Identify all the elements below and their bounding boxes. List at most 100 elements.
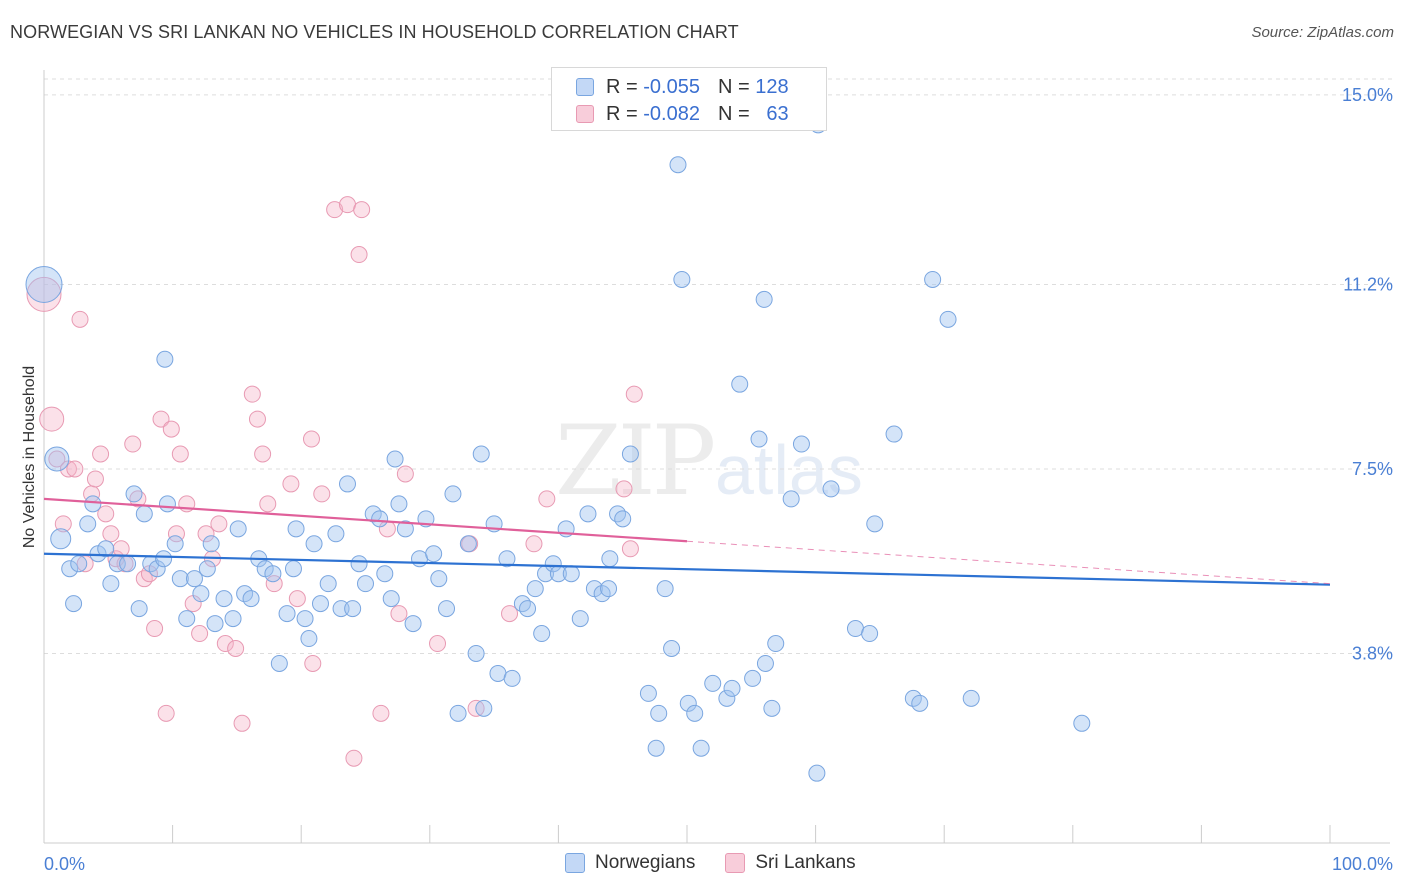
norwegian-point [962, 689, 980, 707]
sri-lankan-point [259, 495, 277, 513]
sri-lankan-point [538, 490, 556, 508]
sri-lankan-point [248, 410, 266, 428]
gridlines [44, 78, 1392, 654]
norwegian-point [846, 620, 864, 638]
sri-lankan-point [39, 406, 65, 432]
norwegian-point [939, 310, 957, 328]
legend-item-sri-lankans[interactable]: Sri Lankans [725, 852, 856, 874]
norwegian-point [332, 600, 350, 618]
norwegian-point [756, 654, 774, 672]
x-tick-label: 0.0% [44, 854, 85, 874]
sri-lankan-point [288, 590, 306, 608]
norwegian-point [270, 654, 288, 672]
sri-lankan-point [97, 505, 115, 523]
sri-lankan-point [525, 535, 543, 553]
norwegian-point [350, 555, 368, 573]
norwegian-point [376, 565, 394, 583]
norwegian-point [723, 679, 741, 697]
norwegian-point [718, 689, 736, 707]
norwegian-point [229, 520, 247, 538]
norwegian-point [1073, 714, 1091, 732]
sri-lankan-point [501, 605, 519, 623]
stats-legend: R = -0.055 N = 128 R = -0.082 N = 63 [551, 67, 827, 131]
axes [43, 70, 1390, 844]
sri-lankan-point [243, 385, 261, 403]
legend-n-label: N = [717, 102, 750, 125]
legend-swatch-norwegians [576, 78, 594, 96]
legend-r-value: -0.082 [643, 102, 700, 125]
norwegian-point [135, 505, 153, 523]
norwegian-point [430, 570, 448, 588]
norwegian-point [155, 550, 173, 568]
sri-lankan-point [254, 445, 272, 463]
y-tick-label: 15.0% [1342, 85, 1393, 105]
sri-lankan-point [326, 201, 344, 219]
norwegian-point [25, 265, 63, 303]
norwegian-point [663, 640, 681, 658]
norwegian-point [50, 528, 72, 550]
sri-lankan-point [102, 525, 120, 543]
sri-lankan-point [625, 385, 643, 403]
norwegian-point [357, 575, 374, 593]
norwegian-point [911, 694, 929, 712]
sri-lankan-point [615, 480, 633, 498]
watermark-zip: ZIP [555, 405, 716, 517]
norwegian-point [767, 635, 785, 653]
norwegian-point [156, 350, 174, 368]
norwegian-point [647, 739, 665, 757]
norwegian-point [404, 615, 422, 633]
norwegian-point [533, 625, 551, 643]
norwegian-point [472, 445, 490, 463]
norwegian-point [438, 600, 456, 618]
norwegian-point [119, 555, 137, 573]
sri-lankan-point [227, 640, 245, 658]
norwegian-point [338, 475, 356, 493]
tick-labels: 3.8% 7.5% 11.2% 15.0% 0.0% 100.0% [44, 85, 1393, 874]
norwegian-point [185, 570, 203, 588]
sri-lankan-point [338, 196, 356, 214]
sri-lankan-point [313, 485, 331, 503]
sri-lankan-point [233, 714, 251, 732]
norwegian-point [579, 505, 597, 523]
y-axis-label: No Vehicles in Household [21, 366, 38, 548]
norwegian-point [382, 590, 400, 608]
norwegian-point [467, 644, 485, 662]
sri-lankan-point [92, 445, 110, 463]
norwegian-point [449, 704, 467, 722]
norwegian-point [571, 610, 589, 628]
legend-swatch-norwegians [565, 853, 585, 873]
norwegian-point [206, 615, 224, 633]
norwegian-point [390, 495, 408, 513]
y-tick-label: 11.2% [1343, 274, 1393, 294]
norwegian-point [284, 560, 302, 578]
norwegian-point [65, 595, 83, 613]
norwegian-point [327, 525, 345, 543]
legend-item-norwegians[interactable]: Norwegians [565, 852, 695, 874]
norwegian-point [311, 595, 329, 613]
sri-lankan-point [54, 515, 72, 533]
sri-lankan-point [350, 246, 368, 264]
sri-lankan-point [216, 635, 234, 653]
sri-lankan-point [304, 654, 322, 672]
legend-r-value: -0.055 [643, 75, 700, 98]
norwegian-point [192, 585, 210, 603]
sri-lankan-point [86, 470, 104, 488]
sri-lankan-point [112, 540, 130, 558]
sri-lankan-point [621, 540, 639, 558]
norwegian-point [704, 674, 722, 692]
y-tick-label: 3.8% [1352, 643, 1393, 663]
norwegian-point [822, 480, 840, 498]
legend-row-norwegians: R = -0.055 N = 128 [576, 74, 789, 100]
norwegian-point [656, 580, 674, 598]
watermark-atlas: atlas [715, 431, 863, 509]
sri-lankan-point [124, 435, 142, 453]
norwegian-point [125, 485, 143, 503]
x-tick-label: 100.0% [1332, 854, 1393, 874]
sri-lankan-point [146, 620, 164, 638]
norwegian-point [79, 515, 97, 533]
norwegian-point [158, 495, 176, 513]
norwegian-point [562, 565, 580, 583]
norwegian-point [70, 555, 88, 573]
sri-lankan-point [210, 515, 228, 533]
legend-row-sri-lankans: R = -0.082 N = 63 [576, 101, 789, 127]
